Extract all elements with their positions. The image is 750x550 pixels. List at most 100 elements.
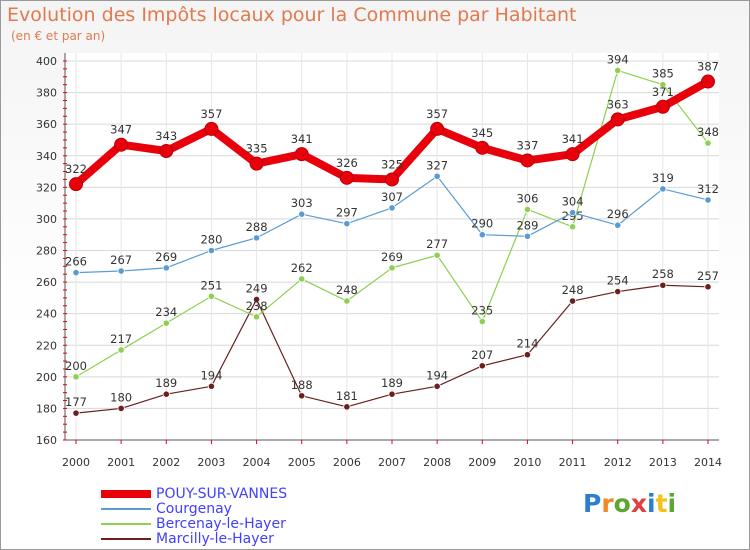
data-point [433,172,441,180]
data-point [659,281,667,289]
data-label: 348 [697,125,719,139]
data-point [704,139,712,147]
data-point [659,81,667,89]
y-tick-label: 380 [36,87,57,100]
data-point [162,264,170,272]
data-label: 200 [65,359,87,373]
data-label: 258 [652,267,674,281]
data-point [568,223,577,231]
data-label: 248 [562,283,584,297]
data-point [207,246,216,255]
data-label: 371 [652,85,674,99]
y-tick-label: 260 [36,276,57,289]
data-label: 335 [246,142,268,156]
data-label: 363 [607,97,629,111]
legend-swatch-bercenay [101,523,151,525]
data-point [298,275,306,283]
data-label: 207 [471,348,493,362]
data-label: 303 [291,196,313,210]
data-label: 248 [336,283,358,297]
data-point [69,177,83,192]
data-point [117,346,125,354]
data-point [565,147,580,162]
x-tick-label: 2012 [604,456,632,469]
data-label: 266 [65,255,87,269]
data-point [385,172,399,187]
data-label: 322 [65,162,87,176]
data-point [343,297,351,305]
data-label: 289 [516,218,538,232]
chart-subtitle: (en € et par an) [11,29,106,43]
data-point [114,137,129,152]
data-label: 249 [246,281,268,295]
x-tick-label: 2000 [62,456,90,469]
x-tick-label: 2005 [288,456,316,469]
data-label: 262 [291,261,313,275]
data-point [162,390,170,398]
data-label: 306 [516,191,538,205]
data-point [614,66,622,75]
data-label: 385 [652,67,674,81]
data-point [610,112,625,127]
x-tick-label: 2007 [378,456,406,469]
data-point [478,362,486,370]
legend-swatch-pouy [101,490,151,498]
data-point [207,382,216,390]
data-point [704,196,712,204]
data-point [523,205,532,214]
data-label: 177 [65,395,87,409]
proxiti-logo: Proxiti [583,489,677,518]
data-label: 238 [246,299,268,313]
line-chart: 160 180 200 220 240 260 280 300 320 340 360 380 400 2… [36,52,722,469]
data-label: 194 [200,368,222,382]
x-tick-label: 2002 [152,456,180,469]
data-label: 347 [110,123,132,137]
y-tick-label: 240 [36,308,57,321]
data-point [252,234,261,242]
data-label: 387 [697,60,719,74]
data-label: 343 [155,129,177,143]
data-label: 345 [471,126,493,140]
x-tick-label: 2014 [694,456,722,469]
y-tick-label: 400 [36,55,57,68]
data-label: 307 [381,190,403,204]
data-label: 257 [697,269,719,283]
data-label: 312 [697,182,719,196]
data-label: 277 [426,237,448,251]
chart-title: Evolution des Impôts locaux pour la Comm… [7,4,577,26]
data-label: 319 [652,171,674,185]
data-point [294,147,309,162]
data-point [388,390,396,398]
legend-label-courgenay: Courgenay [156,501,232,517]
data-point [701,74,715,89]
data-label: 251 [200,278,222,292]
data-point [343,403,351,411]
data-point [614,221,622,229]
data-point [523,351,532,359]
data-label: 288 [246,220,268,234]
data-point [252,295,261,304]
data-label: 269 [155,250,177,264]
data-label: 341 [291,132,313,146]
data-point [478,231,486,239]
data-point [430,121,445,136]
data-point [388,204,396,212]
y-tick-label: 360 [36,118,57,131]
data-label: 304 [562,195,584,209]
data-label: 181 [336,389,358,403]
data-point [655,99,670,114]
data-point [568,297,577,305]
data-label: 214 [516,337,538,351]
y-tick-label: 180 [36,402,57,415]
data-label: 189 [381,376,403,390]
data-point [433,251,441,259]
y-tick-label: 220 [36,339,57,352]
y-tick-label: 160 [36,434,57,447]
data-label: 327 [426,158,448,172]
data-point [252,313,261,321]
y-tick-label: 320 [36,181,57,194]
x-tick-label: 2010 [513,456,541,469]
data-label: 325 [381,157,403,171]
data-label: 235 [471,304,493,318]
x-tick-label: 2003 [197,456,225,469]
